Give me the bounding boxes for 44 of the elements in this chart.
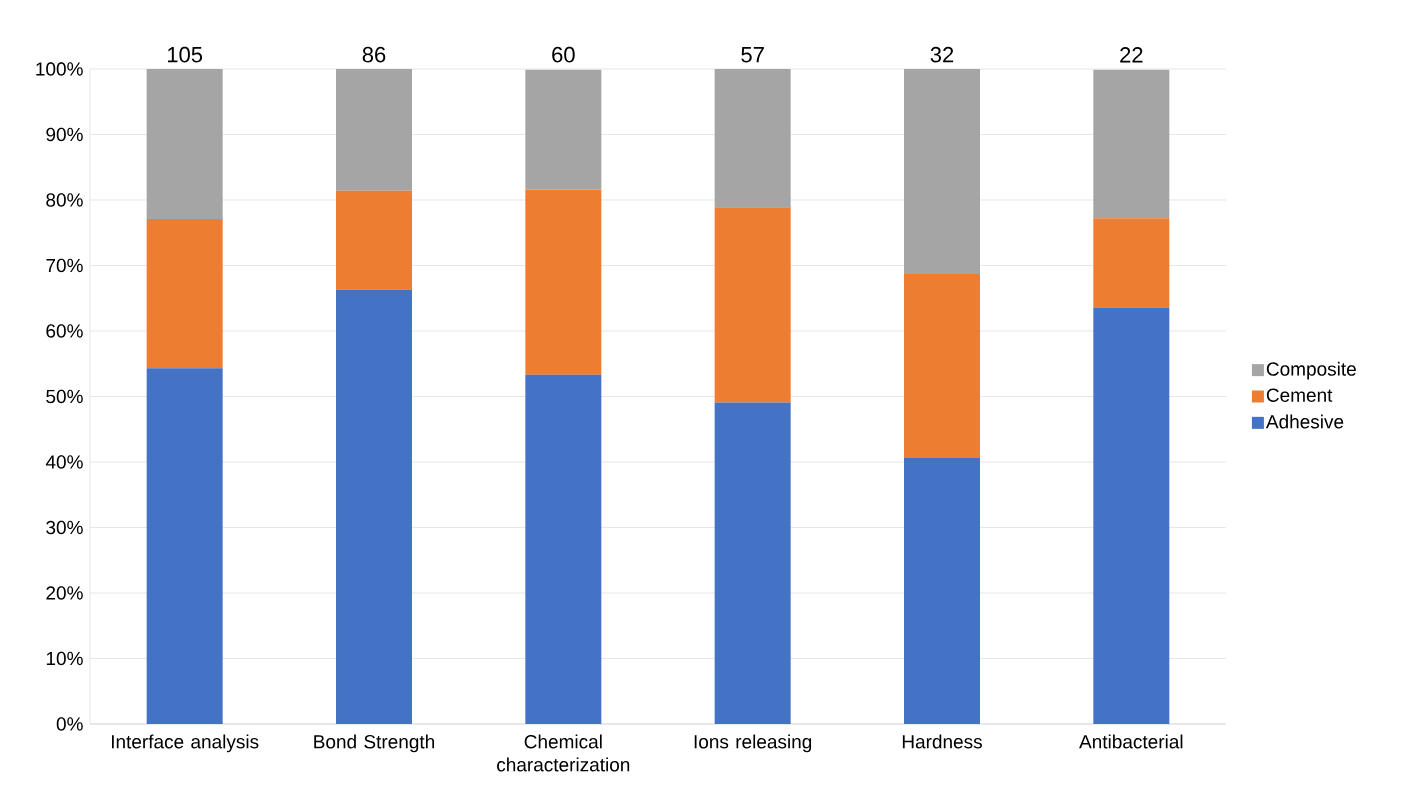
annotation: 60	[552, 46, 575, 63]
y-tick-label: 40%	[45, 455, 83, 469]
x-tick-label: Hardness	[902, 734, 982, 749]
bar	[525, 374, 602, 724]
bar	[904, 274, 980, 459]
y-tick-label: 100%	[36, 62, 83, 76]
bar	[525, 189, 602, 375]
y-tick-label: 60%	[46, 324, 83, 338]
x-tick-label: Bond Strength	[314, 734, 435, 753]
y-tick-label: 0%	[56, 717, 83, 731]
y-tick-label: 70%	[46, 258, 83, 273]
bar	[1093, 69, 1170, 219]
x-tick-label: Antibacterial	[1079, 734, 1183, 749]
y-tick-label: 50%	[46, 389, 83, 404]
y-tick-label: 10%	[46, 651, 83, 666]
bar	[714, 207, 791, 403]
bar	[336, 68, 413, 191]
annotation: 86	[362, 46, 386, 63]
bar	[336, 289, 413, 724]
bar	[525, 69, 602, 190]
legend-label: Adhesive	[1265, 414, 1344, 429]
annotation: 57	[741, 47, 764, 63]
x-tick-label: Interface analysis	[111, 734, 259, 753]
y-tick-label: 30%	[46, 520, 83, 535]
annotation: 32	[930, 46, 954, 63]
y-tick-label: 80%	[46, 193, 83, 207]
bar	[714, 402, 791, 724]
x-tick-label: Ions releasing	[694, 734, 812, 753]
bar	[146, 218, 223, 369]
bar	[904, 68, 980, 274]
bar	[336, 190, 413, 290]
legend-label: Cement	[1266, 388, 1333, 402]
bar	[146, 368, 223, 724]
bar	[714, 68, 791, 208]
bar	[904, 458, 980, 724]
x-tick-label: Chemical characterization	[497, 734, 630, 772]
y-tick-label: 20%	[46, 586, 83, 600]
annotation: 105	[168, 46, 203, 63]
bar	[1093, 218, 1170, 308]
y-tick-label: 90%	[46, 127, 83, 142]
bar	[146, 68, 223, 219]
annotation: 22	[1120, 47, 1143, 63]
bar	[1093, 307, 1170, 724]
legend-label: Composite	[1266, 361, 1356, 380]
